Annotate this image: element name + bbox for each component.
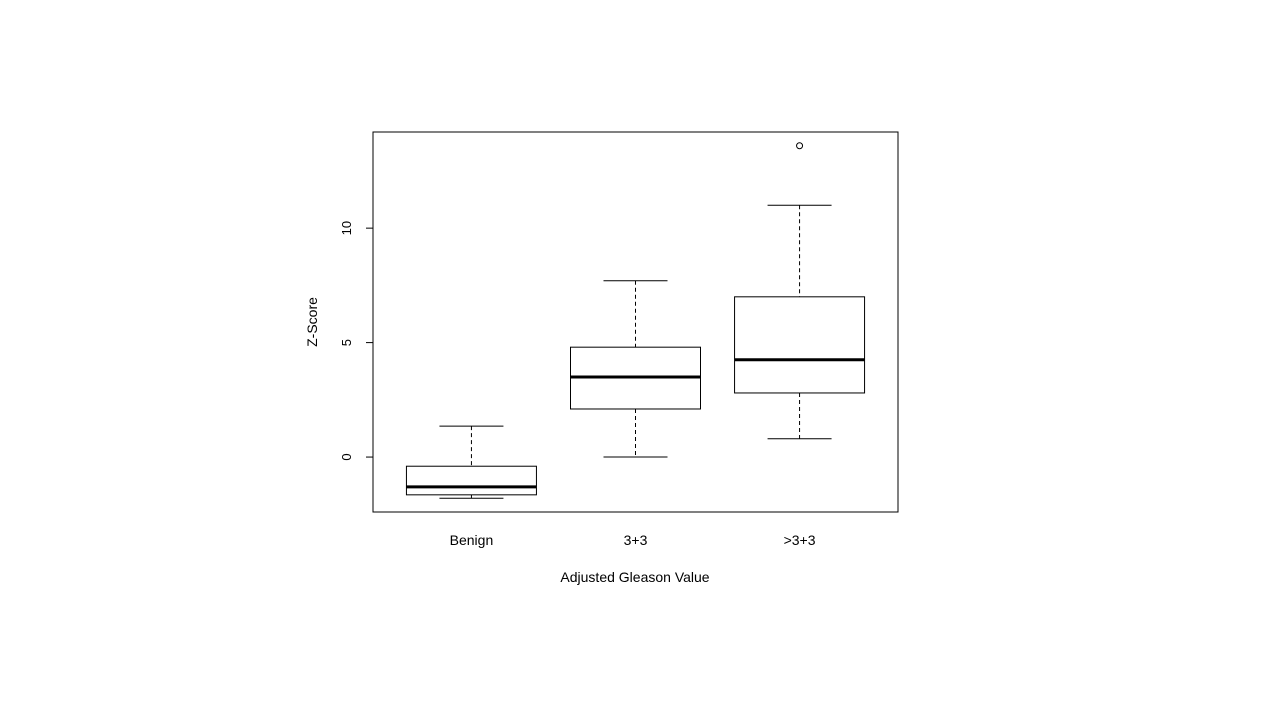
y-tick-label: 0	[339, 453, 354, 460]
box-group	[405, 142, 866, 499]
y-axis-label: Z-Score	[304, 297, 320, 347]
x-tick-label: Benign	[450, 532, 494, 548]
y-tick-label: 10	[339, 221, 354, 235]
outlier-point	[796, 142, 804, 150]
box-iqr	[734, 296, 866, 394]
x-axis-label: Adjusted Gleason Value	[560, 569, 709, 585]
x-tick-label: >3+3	[784, 532, 816, 548]
box-iqr	[405, 465, 537, 496]
plot-frame	[372, 131, 899, 513]
y-tick-label: 5	[339, 339, 354, 346]
x-axis-tick-labels: Benign 3+3 >3+3	[450, 532, 816, 548]
y-axis-ticks: 0 5 10	[339, 221, 373, 461]
x-tick-label: 3+3	[624, 532, 648, 548]
